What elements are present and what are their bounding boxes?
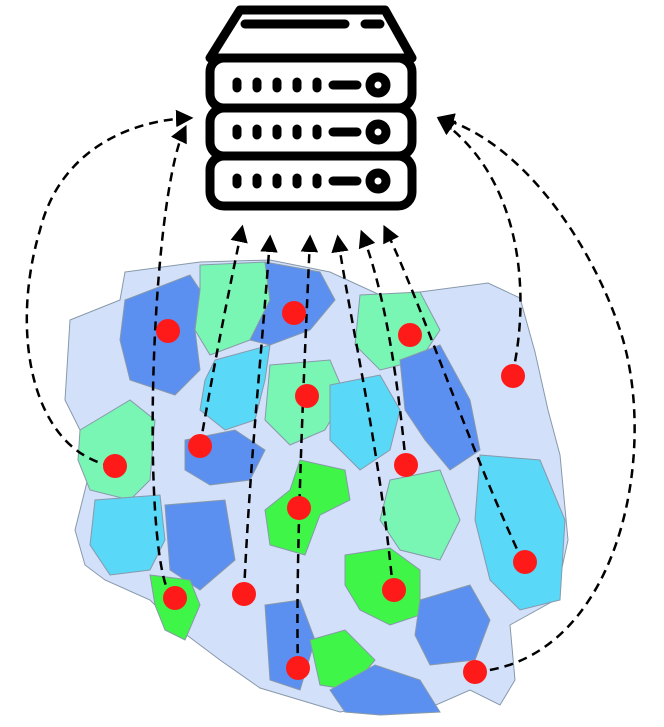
region [329,664,441,716]
power-indicator-icon [365,168,391,194]
node-dot [463,660,487,684]
dashed-arrow [331,234,395,591]
dashed-arrow [436,113,636,674]
dashed-arrow [198,224,248,447]
dashed-arrow [25,109,194,468]
node-dot [156,319,180,343]
node-dot [286,656,310,680]
node-dot [232,582,256,606]
region [399,344,481,471]
node-dot [282,301,306,325]
nodes [103,301,537,684]
node-dot [287,496,311,520]
region [77,399,156,501]
node-dot [295,384,319,408]
dashed-arrow [383,224,525,563]
dashed-arrow [437,117,522,377]
dashed-arrow [358,229,408,466]
dashed-arrow [151,124,187,599]
node-dot [501,364,525,388]
node-dot [394,453,418,477]
node-dot [163,586,187,610]
node-dot [103,454,127,478]
connections [25,109,636,674]
node-dot [513,550,537,574]
region [379,469,461,561]
region [89,494,166,576]
region [199,344,271,431]
poland-map [64,259,569,716]
server-top-unit [205,5,417,63]
region [344,547,421,626]
dashed-arrow [296,234,319,669]
server-lights [232,77,362,189]
region [474,454,566,611]
region [329,374,401,471]
dashed-arrow [242,234,278,594]
node-dot [398,323,422,347]
power-indicator-icon [365,72,391,98]
power-indicator-icon [365,119,391,145]
node-dot [188,434,212,458]
server-unit-3 [205,151,417,211]
node-dot [382,578,406,602]
server-rack-icon [205,5,417,211]
region [164,499,236,591]
